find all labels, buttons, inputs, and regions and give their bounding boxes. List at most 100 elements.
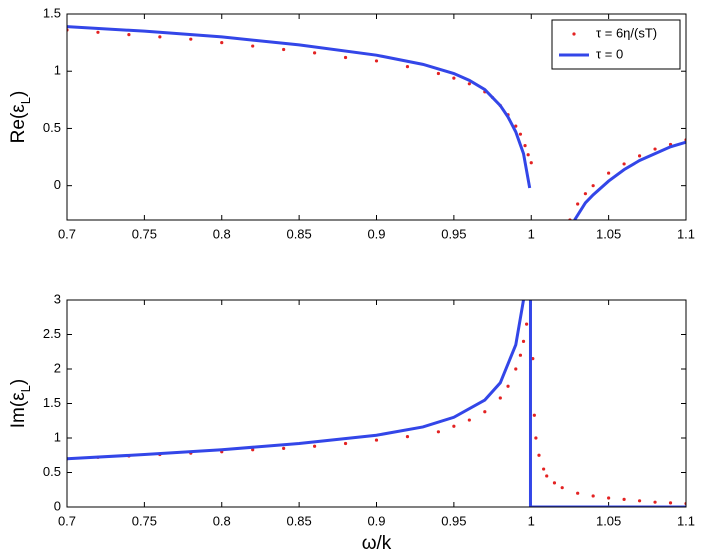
data-point xyxy=(537,453,541,457)
data-point xyxy=(607,171,611,175)
data-point xyxy=(343,441,348,446)
y-tick-label: 0 xyxy=(54,177,61,192)
data-point xyxy=(526,153,530,157)
data-point xyxy=(452,76,456,80)
data-point xyxy=(622,162,626,166)
x-tick-label: 0.7 xyxy=(58,226,76,241)
data-point xyxy=(591,184,595,188)
y-tick-label: 0.5 xyxy=(43,464,61,479)
data-point xyxy=(668,501,673,505)
x-tick-label: 1.1 xyxy=(677,226,695,241)
x-tick-label: 1.1 xyxy=(677,513,695,528)
data-point xyxy=(607,496,611,500)
data-point xyxy=(653,500,657,504)
data-point xyxy=(467,418,471,422)
data-point xyxy=(405,435,410,439)
y-axis-label-part: ) xyxy=(8,379,29,385)
x-tick-label: 0.75 xyxy=(132,513,157,528)
axes-box xyxy=(67,300,686,507)
y-axis-label-part: ) xyxy=(8,91,29,97)
data-point xyxy=(467,82,471,86)
data-point xyxy=(545,474,549,478)
data-point xyxy=(313,444,317,448)
data-line xyxy=(67,25,686,220)
data-point xyxy=(189,37,193,41)
data-point xyxy=(521,339,526,343)
y-tick-label: 2 xyxy=(54,360,61,375)
y-axis-label-part: Re(ε xyxy=(8,104,29,144)
data-point xyxy=(518,132,523,136)
y-tick-label: 3 xyxy=(54,291,61,306)
x-tick-label: 0.8 xyxy=(213,513,231,528)
data-point xyxy=(282,446,286,450)
x-tick-label: 0.9 xyxy=(367,226,385,241)
data-point xyxy=(532,413,536,417)
x-axis-label: ω/k xyxy=(362,533,392,552)
axes-frame xyxy=(66,13,687,221)
y-tick-label: 1.5 xyxy=(43,395,61,410)
data-point xyxy=(518,353,523,357)
data-point xyxy=(529,161,533,165)
data-point xyxy=(506,384,510,388)
y-axis-label-part: L xyxy=(18,385,33,392)
data-point xyxy=(251,44,255,48)
x-tick-label: 0.7 xyxy=(58,513,76,528)
legend-marker xyxy=(572,32,576,36)
y-axis-label: Im(εL) xyxy=(8,379,33,428)
data-point xyxy=(436,71,440,76)
data-point xyxy=(313,51,317,55)
legend: τ = 6η/(sT) τ = 0 xyxy=(551,19,681,70)
x-tick-label: 1.05 xyxy=(596,513,621,528)
subplot: 0.7 0.75 0.8 0.85 0.9 0.95 1 1.05 1.1 0 0.5 1 1.5 2 2.… xyxy=(8,291,695,552)
data-point xyxy=(576,491,580,495)
data-point xyxy=(552,481,557,485)
data-point xyxy=(523,144,527,148)
subplot: 0.7 0.75 0.8 0.85 0.9 0.95 1 1.05 1.1 0 0.5 1 1.5 Re(… xyxy=(8,5,695,241)
plot-area xyxy=(67,25,686,220)
x-tick-label: 0.95 xyxy=(441,226,466,241)
data-point xyxy=(220,41,224,45)
y-tick-label: 1 xyxy=(54,63,61,78)
data-point xyxy=(525,322,529,326)
legend-label: τ = 0 xyxy=(596,46,623,61)
y-tick-label: 1.5 xyxy=(43,5,61,20)
data-point xyxy=(374,59,379,63)
data-point xyxy=(622,497,626,502)
data-point xyxy=(158,35,162,39)
data-point xyxy=(127,33,131,37)
x-tick-label: 1.05 xyxy=(596,226,621,241)
data-point xyxy=(452,424,456,428)
x-tick-label: 0.95 xyxy=(441,513,466,528)
y-tick-label: 0.5 xyxy=(43,120,61,135)
plot-area xyxy=(67,300,686,507)
data-point xyxy=(542,467,546,471)
data-point xyxy=(637,499,642,503)
x-tick-label: 0.8 xyxy=(213,226,231,241)
x-tick-label: 0.9 xyxy=(367,513,385,528)
y-axis-label-part: L xyxy=(18,97,33,104)
data-point xyxy=(514,124,518,128)
data-point xyxy=(405,65,410,69)
data-point xyxy=(560,486,564,490)
axes-frame xyxy=(66,299,687,508)
x-tick-label: 0.75 xyxy=(132,226,157,241)
x-tick-label: 0.85 xyxy=(286,226,311,241)
data-point xyxy=(498,396,502,400)
data-point xyxy=(436,430,440,434)
legend-label: τ = 6η/(sT) xyxy=(596,25,657,40)
data-point xyxy=(653,147,657,151)
data-point xyxy=(591,494,595,498)
y-axis-label-part: Im(ε xyxy=(8,392,29,428)
data-point xyxy=(637,154,642,158)
x-tick-label: 1 xyxy=(528,513,535,528)
data-point xyxy=(534,436,538,440)
data-point xyxy=(374,438,379,442)
y-tick-label: 2.5 xyxy=(43,326,61,341)
data-point xyxy=(576,202,580,206)
y-tick-label: 1 xyxy=(54,429,61,444)
data-point xyxy=(531,357,535,361)
data-point xyxy=(483,410,487,414)
data-point xyxy=(583,192,588,196)
data-point xyxy=(96,30,100,34)
